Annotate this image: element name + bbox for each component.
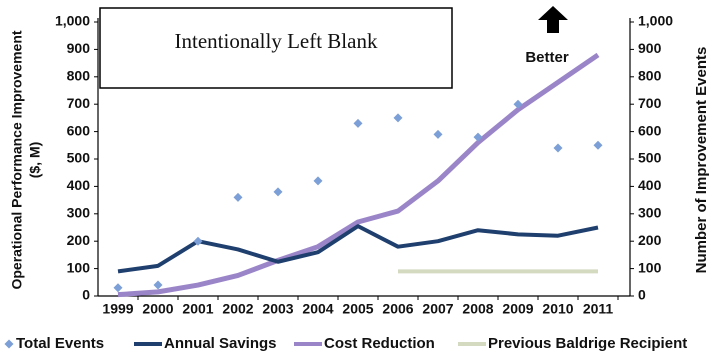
y-tick-label: 600 bbox=[67, 122, 91, 138]
y2-tick-label: 800 bbox=[638, 68, 662, 84]
data-point bbox=[393, 113, 403, 123]
arrow bbox=[538, 6, 568, 33]
y-tick-label: 900 bbox=[67, 40, 91, 56]
data-point bbox=[353, 118, 363, 128]
x-tick-label: 1999 bbox=[102, 301, 133, 317]
x-tick-label: 2004 bbox=[302, 301, 333, 317]
x-tick-label: 2001 bbox=[182, 301, 213, 317]
annotation-box bbox=[99, 7, 453, 89]
data-point bbox=[153, 280, 163, 290]
x-tick-label: 2008 bbox=[462, 301, 493, 317]
legend-label: Previous Baldrige Recipient bbox=[488, 335, 687, 352]
y2-tick-label: 500 bbox=[638, 150, 662, 166]
annotation: Intentionally Left Blank bbox=[175, 29, 378, 53]
legend-label: Total Events bbox=[16, 335, 104, 352]
y-axis-label: Operational Performance Improvement bbox=[9, 30, 25, 289]
y-tick-label: 100 bbox=[67, 259, 91, 275]
data-point bbox=[233, 192, 243, 202]
data-point bbox=[273, 187, 283, 197]
y-tick-label: 800 bbox=[67, 68, 91, 84]
legend-label: Cost Reduction bbox=[324, 335, 435, 352]
legend-label: Annual Savings bbox=[164, 335, 277, 352]
y-tick-label: 1,000 bbox=[55, 13, 90, 29]
y2-tick-label: 300 bbox=[638, 205, 662, 221]
data-point bbox=[473, 132, 483, 142]
series-line bbox=[117, 52, 600, 298]
x-tick-label: 2000 bbox=[142, 301, 173, 317]
y2-tick-label: 900 bbox=[638, 40, 662, 56]
x-tick-label: 2005 bbox=[342, 301, 373, 317]
annotation: Better bbox=[525, 49, 569, 66]
data-point bbox=[313, 176, 323, 186]
x-tick-label: 2011 bbox=[583, 301, 614, 317]
y2-tick-label: 1,000 bbox=[638, 13, 673, 29]
legend-swatch bbox=[4, 339, 14, 349]
y2-axis-label: Number of Improvement Events bbox=[693, 47, 710, 274]
x-tick-label: 2002 bbox=[222, 301, 253, 317]
data-point bbox=[113, 283, 123, 293]
series-line bbox=[117, 224, 599, 274]
x-tick-label: 2009 bbox=[502, 301, 533, 317]
y2-tick-label: 0 bbox=[638, 287, 646, 303]
x-tick-label: 2007 bbox=[422, 301, 453, 317]
y2-tick-label: 100 bbox=[638, 259, 662, 275]
y-tick-label: 700 bbox=[67, 95, 91, 111]
y-tick-label: 200 bbox=[67, 232, 91, 248]
data-point bbox=[193, 236, 203, 246]
data-point bbox=[593, 140, 603, 150]
data-point bbox=[553, 143, 563, 153]
y2-tick-label: 200 bbox=[638, 232, 662, 248]
y-tick-label: 0 bbox=[82, 287, 90, 303]
y-tick-label: 300 bbox=[67, 205, 91, 221]
data-point bbox=[433, 129, 443, 139]
x-tick-label: 2006 bbox=[382, 301, 413, 317]
y2-tick-label: 700 bbox=[638, 95, 662, 111]
x-tick-label: 2003 bbox=[262, 301, 293, 317]
y2-tick-label: 600 bbox=[638, 122, 662, 138]
y2-tick-label: 400 bbox=[638, 177, 662, 193]
y-tick-label: 500 bbox=[67, 150, 91, 166]
data-point bbox=[513, 99, 523, 109]
y-tick-label: 400 bbox=[67, 177, 91, 193]
y-axis-label: ($, M) bbox=[27, 142, 43, 179]
x-tick-label: 2010 bbox=[542, 301, 573, 317]
